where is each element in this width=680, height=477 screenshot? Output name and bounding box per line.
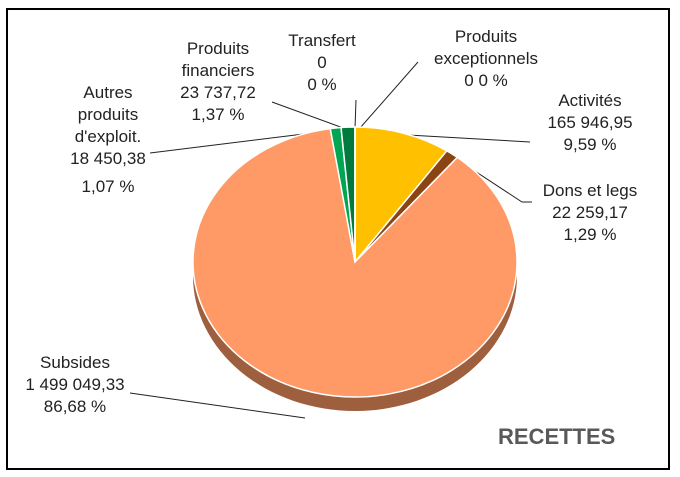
- category: Produits financiers: [181, 39, 255, 80]
- percent-label: 9,59 %: [563, 135, 617, 154]
- slices: [192, 126, 518, 411]
- value-label: 22 259,17: [552, 203, 628, 222]
- leader-line: [359, 61, 419, 129]
- category: Subsides: [40, 353, 110, 372]
- percent-label: 0 %: [478, 71, 508, 90]
- leader-line: [271, 101, 347, 130]
- category: Transfert: [288, 31, 356, 50]
- slice: [192, 127, 518, 398]
- value-label: 23 737,72: [180, 83, 256, 102]
- slice-label: Dons et legs 22 259,17 1,29 %: [525, 180, 655, 246]
- value-label: 0: [317, 53, 327, 72]
- value-label: 1 499 049,33: [25, 375, 125, 394]
- slice-label: Transfert 0 0 %: [277, 30, 367, 96]
- category: Activités: [558, 91, 622, 110]
- percent-label: 1,29 %: [563, 225, 617, 244]
- percent-label: 1,07 %: [81, 177, 135, 196]
- percent-label: 0 %: [307, 75, 337, 94]
- percent-label: 1,37 %: [191, 105, 245, 124]
- frame: [6, 8, 670, 470]
- leader-line: [457, 159, 532, 203]
- slice-label: Subsides 1 499 049,33 86,68 %: [10, 352, 140, 418]
- value-label: 18 450,38: [70, 149, 146, 168]
- leader-line: [129, 392, 306, 419]
- value-label: 165 946,95: [547, 113, 633, 132]
- value-label: 0: [464, 71, 474, 90]
- chart-title: RECETTES: [498, 424, 616, 449]
- category: Produits exceptionnels: [434, 27, 538, 68]
- slice-label: Activités 165 946,95 9,59 %: [525, 90, 655, 156]
- slice-label: Autres produits d'exploit. 18 450,38 1,07 …: [63, 82, 153, 198]
- slice-label: Produits exceptionnels 0 0 %: [426, 26, 546, 92]
- percent-label: 86,68 %: [43, 397, 107, 416]
- slice: [354, 126, 449, 265]
- slice-label: Produits financiers 23 737,72 1,37 %: [168, 38, 268, 126]
- leader-line: [407, 134, 531, 143]
- category: Autres produits d'exploit.: [74, 83, 142, 146]
- leader-line: [354, 99, 357, 129]
- category: Dons et legs: [542, 181, 638, 200]
